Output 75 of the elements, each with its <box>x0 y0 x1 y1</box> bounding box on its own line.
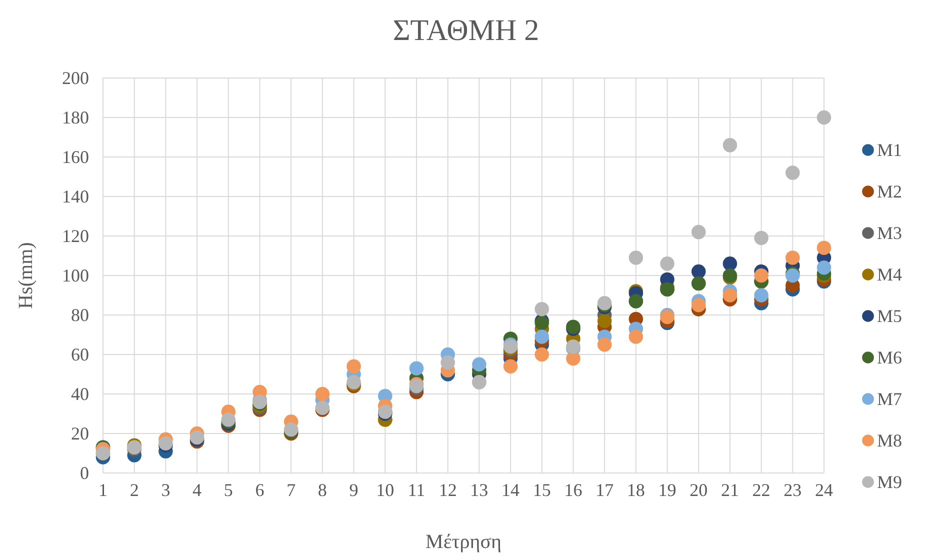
point <box>628 330 644 344</box>
y-tick-label: 140 <box>62 186 89 206</box>
point <box>628 250 644 265</box>
point <box>346 359 361 374</box>
point <box>691 264 706 279</box>
legend-label: M5 <box>877 306 902 326</box>
y-tick-label: 40 <box>71 384 89 404</box>
x-tick-label: 14 <box>502 480 520 500</box>
point <box>566 351 580 366</box>
point <box>754 268 768 283</box>
point <box>722 288 738 302</box>
x-tick-label: 8 <box>318 480 327 500</box>
legend-label: M4 <box>877 264 902 284</box>
y-tick-label: 100 <box>62 265 89 286</box>
y-tick-label: 60 <box>71 344 89 364</box>
x-tick-label: 1 <box>98 480 108 500</box>
y-tick-label: 180 <box>62 107 89 128</box>
point <box>534 330 550 344</box>
point <box>722 256 738 271</box>
legend-label: M3 <box>877 223 902 243</box>
legend-label: M7 <box>877 389 902 409</box>
point <box>691 298 706 312</box>
y-tick-label: 120 <box>62 226 89 246</box>
x-tick-label: 2 <box>130 480 139 500</box>
x-tick-label: 17 <box>596 480 614 500</box>
legend-label: M8 <box>877 430 902 450</box>
point <box>691 224 706 240</box>
x-tick-label: 4 <box>192 480 202 500</box>
x-tick-label: 3 <box>161 480 170 500</box>
x-tick-label: 23 <box>784 480 802 500</box>
legend-label: M1 <box>877 140 902 160</box>
x-tick-label: 12 <box>438 480 457 500</box>
point <box>597 314 612 328</box>
x-tick-label: 18 <box>626 480 645 500</box>
legend-label: M9 <box>877 472 902 492</box>
point <box>660 256 674 271</box>
y-axis-title: Hs(mm) <box>15 242 37 309</box>
point <box>440 355 455 370</box>
point <box>597 338 612 352</box>
point <box>315 386 330 402</box>
y-tick-label: 80 <box>71 304 89 325</box>
point <box>816 260 832 275</box>
point <box>816 240 832 255</box>
y-tick-label: 160 <box>62 146 89 167</box>
point <box>503 359 518 374</box>
x-tick-label: 21 <box>720 480 739 500</box>
x-tick-label: 7 <box>286 480 296 500</box>
legend-label: M2 <box>877 182 902 202</box>
point <box>409 361 424 376</box>
point <box>754 288 768 302</box>
x-tick-label: 20 <box>690 480 708 500</box>
x-tick-label: 11 <box>408 480 426 500</box>
x-tick-label: 24 <box>815 480 833 500</box>
x-tick-label: 6 <box>255 480 264 500</box>
point <box>816 110 832 125</box>
chart-title: ΣΤΑΘΜΗ 2 <box>392 14 540 47</box>
x-axis-title: Μέτρηση <box>426 531 502 553</box>
x-tick-label: 13 <box>470 480 488 500</box>
x-tick-label: 10 <box>376 480 394 500</box>
y-tick-label: 20 <box>71 423 89 444</box>
y-tick-label: 0 <box>80 462 89 483</box>
x-tick-label: 16 <box>564 480 582 500</box>
x-tick-label: 15 <box>532 480 551 500</box>
x-tick-label: 22 <box>752 480 770 500</box>
point <box>786 166 800 180</box>
legend-label: M6 <box>877 348 902 368</box>
point <box>754 230 768 246</box>
point <box>534 347 550 362</box>
point <box>722 138 738 152</box>
x-tick-label: 19 <box>658 480 676 500</box>
x-tick-label: 9 <box>349 480 358 500</box>
y-tick-label: 200 <box>62 68 89 88</box>
x-tick-label: 5 <box>224 480 233 500</box>
point <box>786 250 800 265</box>
point <box>534 302 550 316</box>
